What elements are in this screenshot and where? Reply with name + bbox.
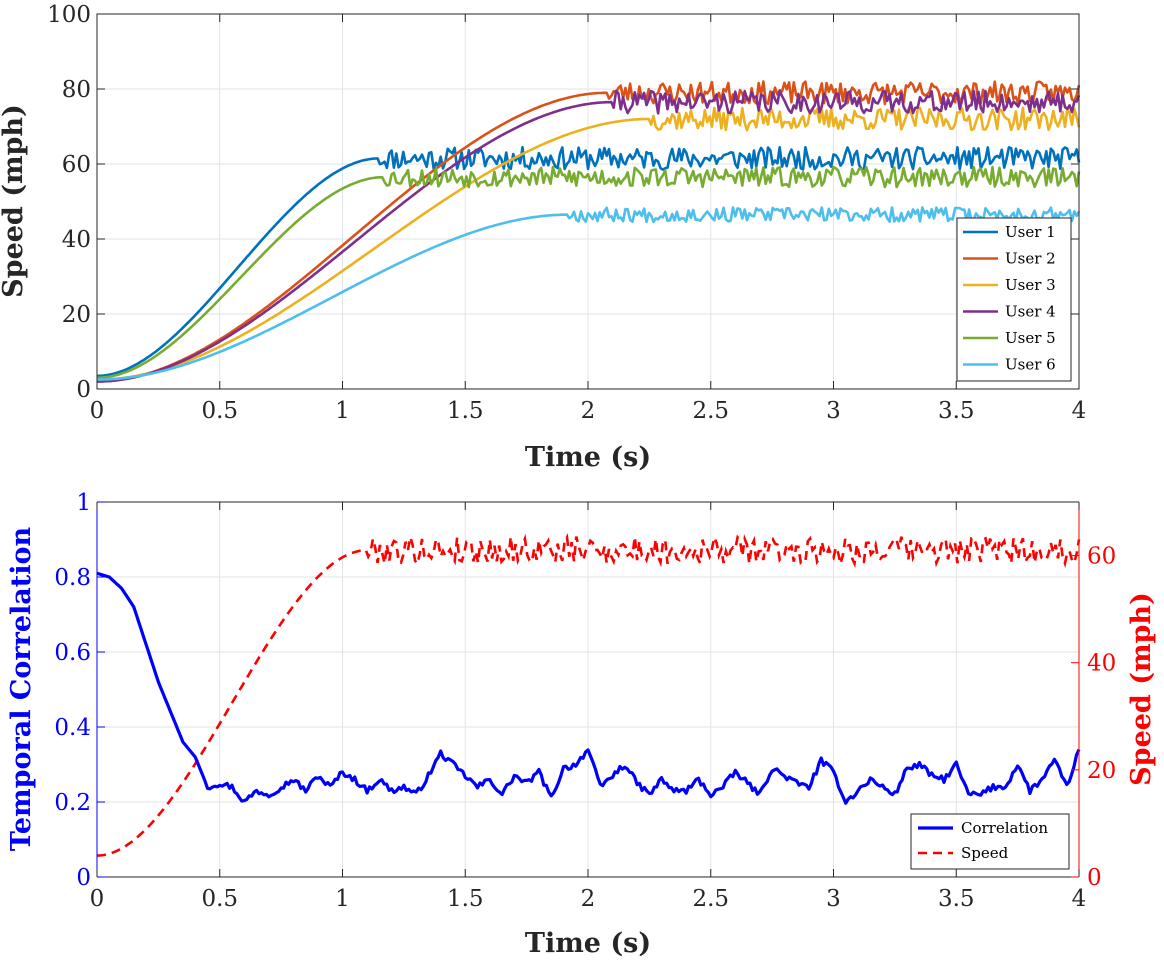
- bottom-x-tick-label: 2: [581, 886, 596, 912]
- series-line-user-1: [96, 145, 1081, 378]
- top-x-tick-label: 1.5: [447, 398, 484, 424]
- top-x-tick-label: 0.5: [201, 398, 238, 424]
- top-y-tick-label: 100: [47, 2, 91, 28]
- bottom-series-lines: [96, 533, 1081, 857]
- bottom-x-tick-label: 4: [1072, 886, 1087, 912]
- top-legend-box: [956, 217, 1072, 382]
- top-x-tick-label: 2: [581, 398, 596, 424]
- legend-label: User 3: [1005, 276, 1056, 294]
- series-line-user-4: [97, 89, 1081, 383]
- series-line-user-2: [97, 80, 1081, 383]
- top-x-tick-label: 0: [90, 398, 105, 424]
- bottom-x-tick-label: 1: [335, 886, 350, 912]
- bottom-x-tick-label: 3.5: [938, 886, 975, 912]
- series-line-correlation: [96, 571, 1081, 805]
- top-y-ticks: 0 20 40 60 80 100: [47, 2, 1079, 403]
- top-x-tick-label: 4: [1072, 398, 1087, 424]
- legend-label: User 5: [1005, 329, 1056, 347]
- legend-label: Speed: [961, 844, 1009, 862]
- series-line-user-6: [97, 206, 1081, 381]
- bottom-right-y-tick-label: 20: [1087, 758, 1116, 784]
- series-line-user-5: [96, 165, 1081, 380]
- legend-label: User 1: [1005, 223, 1056, 241]
- bottom-legend: Correlation Speed: [910, 813, 1070, 870]
- bottom-left-y-ticks: 0 0.2 0.4 0.6 0.8 1: [54, 490, 105, 891]
- top-x-ticks: 0 0.5 1 1.5 2 2.5 3 3.5 4: [90, 14, 1087, 424]
- top-y-tick-label: 60: [62, 152, 91, 178]
- bottom-left-y-tick-label: 0.6: [54, 640, 91, 666]
- top-x-axis-label: Time (s): [525, 442, 651, 473]
- bottom-left-y-axis-label: Temporal Correlation: [6, 527, 37, 852]
- bottom-left-y-tick-label: 0: [76, 865, 91, 891]
- top-y-tick-label: 0: [76, 377, 91, 403]
- bottom-right-y-tick-label: 0: [1087, 865, 1102, 891]
- top-legend: User 1 User 2 User 3 User 4 User 5 User 6: [956, 217, 1072, 382]
- top-x-tick-label: 2.5: [692, 398, 729, 424]
- top-y-tick-label: 80: [62, 77, 91, 103]
- bottom-x-ticks: 0 0.5 1 1.5 2 2.5 3 3.5 4: [90, 502, 1087, 912]
- top-y-axis-label: Speed (mph): [0, 104, 29, 298]
- bottom-legend-box: [910, 813, 1070, 870]
- legend-label: Correlation: [961, 819, 1048, 837]
- series-line-user-3: [97, 106, 1081, 381]
- top-legend-items: User 1 User 2 User 3 User 4 User 5 User 6: [963, 223, 1056, 374]
- bottom-x-axis-label: Time (s): [525, 928, 651, 959]
- bottom-left-y-tick-label: 0.8: [54, 565, 91, 591]
- bottom-x-tick-label: 0: [90, 886, 105, 912]
- top-series-lines: [96, 80, 1081, 383]
- top-x-tick-label: 1: [335, 398, 350, 424]
- bottom-left-y-tick-label: 0.2: [54, 790, 91, 816]
- bottom-left-y-tick-label: 1: [76, 490, 91, 516]
- top-x-tick-label: 3: [826, 398, 841, 424]
- bottom-x-tick-label: 2.5: [692, 886, 729, 912]
- legend-label: User 4: [1005, 303, 1056, 321]
- bottom-right-y-ticks: 0 20 40 60: [1071, 544, 1116, 891]
- top-x-tick-label: 3.5: [938, 398, 975, 424]
- top-y-tick-label: 20: [62, 302, 91, 328]
- legend-label: User 6: [1005, 356, 1056, 374]
- bottom-x-tick-label: 3: [826, 886, 841, 912]
- bottom-right-y-tick-label: 60: [1087, 544, 1116, 570]
- bottom-left-y-tick-label: 0.4: [54, 715, 91, 741]
- bottom-x-tick-label: 1.5: [447, 886, 484, 912]
- bottom-x-tick-label: 0.5: [201, 886, 238, 912]
- bottom-right-y-axis-label: Speed (mph): [1126, 592, 1157, 786]
- bottom-right-y-tick-label: 40: [1087, 651, 1116, 677]
- legend-label: User 2: [1005, 250, 1056, 268]
- top-y-tick-label: 40: [62, 227, 91, 253]
- bottom-legend-items: Correlation Speed: [918, 819, 1048, 862]
- correlation-panel: 0 0.5 1 1.5 2 2.5 3 3.5 4 0 0.2 0.4 0.6 0.8 1 0 20 40 60…: [6, 490, 1157, 959]
